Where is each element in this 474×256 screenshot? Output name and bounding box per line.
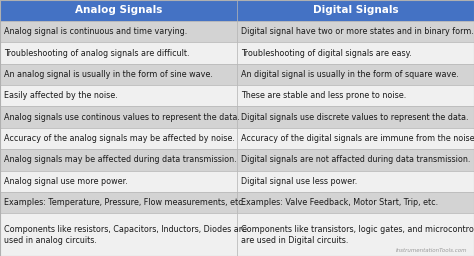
FancyBboxPatch shape	[0, 42, 237, 64]
FancyBboxPatch shape	[0, 106, 237, 128]
Text: An digital signal is usually in the form of square wave.: An digital signal is usually in the form…	[241, 70, 458, 79]
Text: Examples: Temperature, Pressure, Flow measurements, etc.: Examples: Temperature, Pressure, Flow me…	[4, 198, 245, 207]
Text: Accuracy of the analog signals may be affected by noise.: Accuracy of the analog signals may be af…	[4, 134, 235, 143]
FancyBboxPatch shape	[0, 64, 237, 85]
FancyBboxPatch shape	[237, 192, 474, 213]
FancyBboxPatch shape	[237, 42, 474, 64]
FancyBboxPatch shape	[0, 213, 237, 256]
FancyBboxPatch shape	[0, 170, 237, 192]
FancyBboxPatch shape	[237, 213, 474, 256]
Text: Digital signal have two or more states and in binary form.: Digital signal have two or more states a…	[241, 27, 474, 36]
FancyBboxPatch shape	[0, 21, 237, 42]
Text: Components like resistors, Capacitors, Inductors, Diodes are
used in analog circ: Components like resistors, Capacitors, I…	[4, 225, 247, 245]
Text: Digital signals are not affacted during data transmission.: Digital signals are not affacted during …	[241, 155, 470, 164]
Text: Troubleshooting of digital signals are easy.: Troubleshooting of digital signals are e…	[241, 49, 411, 58]
FancyBboxPatch shape	[237, 128, 474, 149]
Text: Easily affected by the noise.: Easily affected by the noise.	[4, 91, 118, 100]
FancyBboxPatch shape	[0, 149, 237, 170]
Text: Analog signals use continous values to represent the data.: Analog signals use continous values to r…	[4, 113, 240, 122]
Text: An analog signal is usually in the form of sine wave.: An analog signal is usually in the form …	[4, 70, 213, 79]
Text: Examples: Valve Feedback, Motor Start, Trip, etc.: Examples: Valve Feedback, Motor Start, T…	[241, 198, 438, 207]
Text: Components like transistors, logic gates, and microcontrollers
are used in Digit: Components like transistors, logic gates…	[241, 225, 474, 245]
FancyBboxPatch shape	[0, 85, 237, 106]
Text: Analog signals may be affected during data transmission.: Analog signals may be affected during da…	[4, 155, 237, 164]
FancyBboxPatch shape	[237, 64, 474, 85]
FancyBboxPatch shape	[0, 128, 237, 149]
Text: Digital signals use discrete values to represent the data.: Digital signals use discrete values to r…	[241, 113, 468, 122]
FancyBboxPatch shape	[0, 0, 237, 21]
Text: Digital signal use less power.: Digital signal use less power.	[241, 177, 357, 186]
Text: Digital Signals: Digital Signals	[313, 5, 398, 16]
Text: Accuracy of the digital signals are immune from the noise.: Accuracy of the digital signals are immu…	[241, 134, 474, 143]
Text: Analog signal is continuous and time varying.: Analog signal is continuous and time var…	[4, 27, 187, 36]
FancyBboxPatch shape	[237, 170, 474, 192]
FancyBboxPatch shape	[237, 106, 474, 128]
Text: Troubleshooting of analog signals are difficult.: Troubleshooting of analog signals are di…	[4, 49, 189, 58]
Text: These are stable and less prone to noise.: These are stable and less prone to noise…	[241, 91, 406, 100]
Text: InstrumentationTools.com: InstrumentationTools.com	[395, 248, 467, 253]
FancyBboxPatch shape	[0, 192, 237, 213]
Text: Analog signal use more power.: Analog signal use more power.	[4, 177, 128, 186]
FancyBboxPatch shape	[237, 0, 474, 21]
FancyBboxPatch shape	[237, 85, 474, 106]
FancyBboxPatch shape	[237, 21, 474, 42]
FancyBboxPatch shape	[237, 149, 474, 170]
Text: Analog Signals: Analog Signals	[75, 5, 162, 16]
